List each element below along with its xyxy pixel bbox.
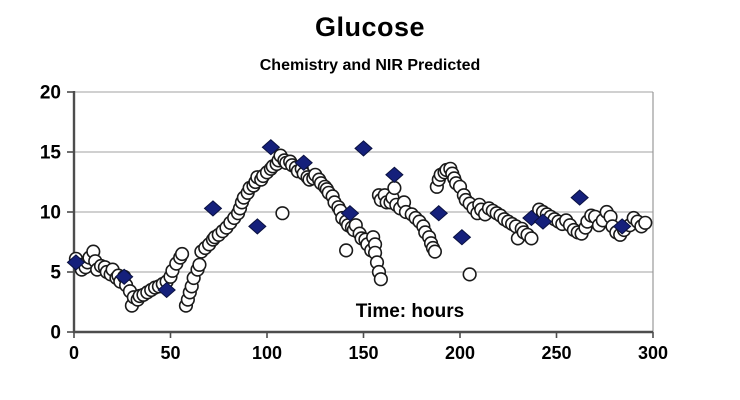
circle-point	[192, 257, 207, 272]
diamond-point	[261, 139, 281, 156]
y-tick-label: 15	[40, 143, 62, 164]
diamond-point	[452, 229, 472, 246]
y-tick-label: 20	[40, 83, 61, 104]
circle-point	[174, 246, 190, 262]
diamond-point	[340, 205, 360, 222]
x-axis-label: Time: hours	[355, 301, 465, 322]
circle-point	[387, 180, 402, 196]
diamond-point	[248, 218, 267, 235]
diamond-point	[612, 218, 632, 235]
diamond-point	[66, 254, 86, 271]
diamond-point	[203, 200, 223, 217]
x-tick-label: 100	[252, 343, 282, 363]
diamond-point	[570, 189, 589, 206]
circle-point	[339, 243, 354, 258]
x-tick-label: 200	[445, 343, 475, 363]
diamond-point	[533, 213, 553, 230]
diamond-point	[354, 140, 373, 157]
circle-point	[427, 244, 443, 259]
x-tick-label: 300	[638, 343, 668, 363]
y-tick-label: 5	[50, 263, 61, 284]
x-tick-label: 50	[160, 343, 180, 363]
diamond-point	[385, 166, 404, 183]
chart-title: Glucose	[314, 12, 426, 42]
circle-point	[638, 215, 653, 230]
chart-subtitle: Chemistry and NIR Predicted	[259, 57, 481, 74]
circle-point	[462, 267, 477, 282]
y-tick-label: 0	[50, 323, 61, 344]
circle-point	[524, 231, 539, 246]
diamond-point	[429, 205, 449, 222]
circle-point	[373, 272, 388, 287]
circle-point	[275, 206, 290, 221]
y-tick-label: 10	[40, 203, 61, 224]
x-tick-label: 250	[541, 343, 571, 363]
diamond-point	[114, 268, 134, 285]
x-tick-label: 0	[69, 343, 79, 363]
diamond-point	[294, 154, 313, 171]
diamond-point	[157, 281, 176, 299]
x-tick-label: 150	[348, 343, 378, 363]
